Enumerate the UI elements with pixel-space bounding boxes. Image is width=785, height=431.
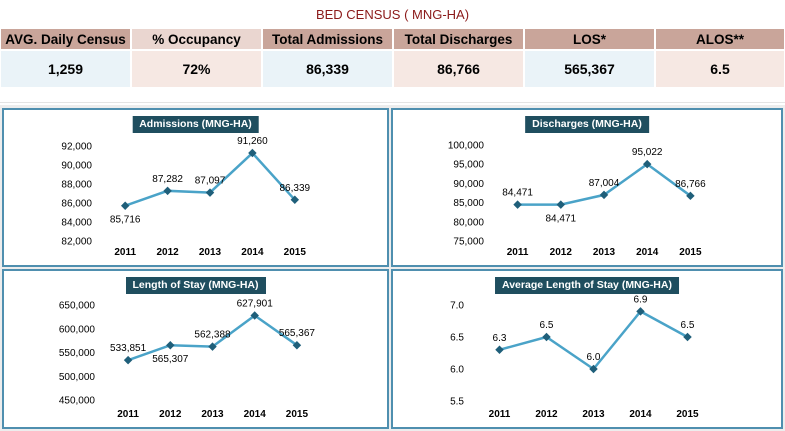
- chart-alos: 5.5 6.0 6.5 7.0 2011 2012 2013 2014 2015 6.3 6.5 6.…: [450, 294, 699, 420]
- y-tick-label: 6.5: [450, 333, 464, 344]
- y-tick-label: 550,000: [59, 348, 96, 359]
- kpi-value-avg-daily-census: 1,259: [0, 50, 131, 88]
- data-point: [290, 195, 300, 205]
- data-point: [292, 340, 302, 350]
- x-tick-label: 2014: [241, 247, 264, 258]
- chart-discharges: 75,000 80,000 85,000 90,000 95,000 100,000 201…: [448, 141, 706, 259]
- kpi-header-total-discharges: Total Discharges: [393, 28, 524, 50]
- chart-panel-alos: Average Length of Stay (MNG-HA) 5.5 6.0 6.…: [391, 269, 783, 429]
- chart-length-of-stay: 450,000 500,000 550,000 600,000 650,000 2011 2…: [59, 298, 316, 420]
- y-tick-label: 500,000: [59, 372, 96, 383]
- x-tick-label: 2011: [507, 247, 529, 258]
- y-tick-label: 88,000: [61, 180, 92, 191]
- y-tick-label: 5.5: [450, 397, 464, 408]
- data-point: [123, 355, 133, 365]
- chart-admissions: 82,000 84,000 86,000 88,000 90,000 92,000 2011…: [61, 136, 311, 258]
- x-tick-label: 2013: [582, 409, 605, 420]
- data-label: 562,388: [194, 330, 231, 341]
- data-label: 87,282: [152, 174, 183, 185]
- x-tick-label: 2011: [489, 409, 511, 420]
- data-label: 95,022: [632, 147, 663, 158]
- kpi-header-total-admissions: Total Admissions: [262, 28, 393, 50]
- y-tick-label: 80,000: [453, 217, 484, 228]
- chart-panel-discharges: Discharges (MNG-HA) 75,000 80,000 85,000 90…: [391, 108, 783, 267]
- x-tick-label: 2015: [679, 247, 702, 258]
- data-label: 627,901: [237, 298, 274, 309]
- chart-title-alos: Average Length of Stay (MNG-HA): [495, 277, 679, 294]
- kpi-value-los: 565,367: [524, 50, 655, 88]
- y-tick-label: 86,000: [61, 199, 92, 210]
- x-tick-label: 2014: [244, 409, 267, 420]
- y-tick-label: 84,000: [61, 218, 92, 229]
- kpi-header-avg-daily-census: AVG. Daily Census: [0, 28, 131, 50]
- y-tick-label: 7.0: [450, 301, 464, 312]
- y-tick-label: 90,000: [453, 179, 484, 190]
- x-tick-label: 2014: [629, 409, 652, 420]
- data-point: [120, 201, 130, 210]
- data-point: [166, 340, 175, 350]
- chart-title-admissions: Admissions (MNG-HA): [132, 116, 259, 133]
- data-point: [556, 200, 566, 209]
- data-label: 87,097: [195, 176, 226, 187]
- data-point: [686, 191, 695, 201]
- y-tick-label: 600,000: [59, 324, 96, 335]
- kpi-spacer-row: [0, 88, 785, 103]
- data-label: 84,471: [546, 214, 577, 225]
- data-label: 84,471: [502, 188, 533, 199]
- x-tick-label: 2012: [159, 409, 182, 420]
- data-point: [513, 200, 522, 209]
- data-label: 6.5: [681, 320, 695, 331]
- data-label: 6.0: [587, 352, 601, 363]
- x-tick-label: 2011: [114, 247, 136, 258]
- x-tick-label: 2015: [284, 247, 307, 258]
- kpi-header-occupancy: % Occupancy: [131, 28, 262, 50]
- chart-title-discharges: Discharges (MNG-HA): [525, 116, 649, 133]
- data-label: 86,766: [675, 179, 706, 190]
- data-label: 6.3: [493, 333, 507, 344]
- x-tick-label: 2013: [199, 247, 222, 258]
- page-title: BED CENSUS ( MNG-HA): [0, 0, 785, 29]
- y-tick-label: 92,000: [61, 142, 92, 153]
- x-tick-label: 2014: [636, 247, 659, 258]
- y-tick-label: 90,000: [61, 161, 92, 172]
- x-tick-label: 2012: [535, 409, 558, 420]
- data-point: [589, 364, 598, 374]
- data-point: [205, 188, 215, 197]
- x-tick-label: 2015: [286, 409, 309, 420]
- data-label: 565,307: [152, 354, 189, 365]
- chart-panel-admissions: Admissions (MNG-HA) 82,000 84,000 86,000 88…: [2, 108, 389, 267]
- data-point: [495, 345, 504, 355]
- data-label: 6.9: [634, 294, 648, 305]
- data-label: 91,260: [237, 136, 268, 147]
- kpi-value-total-admissions: 86,339: [262, 50, 393, 88]
- chart-panel-length-of-stay: Length of Stay (MNG-HA) 450,000 500,000 55…: [2, 269, 389, 429]
- x-tick-label: 2012: [156, 247, 179, 258]
- y-tick-label: 450,000: [59, 396, 96, 407]
- y-tick-label: 82,000: [61, 237, 92, 248]
- data-label: 6.5: [540, 320, 554, 331]
- chart-title-length-of-stay: Length of Stay (MNG-HA): [125, 277, 266, 294]
- y-tick-label: 100,000: [448, 141, 485, 152]
- data-label: 565,367: [279, 328, 316, 339]
- x-tick-label: 2013: [201, 409, 224, 420]
- x-tick-label: 2015: [676, 409, 699, 420]
- y-tick-label: 6.0: [450, 365, 464, 376]
- kpi-header-alos: ALOS**: [655, 28, 785, 50]
- x-tick-label: 2011: [117, 409, 139, 420]
- y-tick-label: 95,000: [453, 160, 484, 171]
- y-tick-label: 75,000: [453, 237, 484, 248]
- kpi-value-total-discharges: 86,766: [393, 50, 524, 88]
- y-tick-label: 650,000: [59, 301, 96, 312]
- y-tick-label: 85,000: [453, 198, 484, 209]
- x-tick-label: 2012: [550, 247, 573, 258]
- data-label: 86,339: [280, 183, 311, 194]
- data-label: 87,004: [589, 178, 620, 189]
- data-label: 85,716: [110, 215, 141, 226]
- kpi-header-los: LOS*: [524, 28, 655, 50]
- data-label: 533,851: [110, 343, 147, 354]
- kpi-value-occupancy: 72%: [131, 50, 262, 88]
- data-point: [163, 186, 172, 196]
- x-tick-label: 2013: [593, 247, 616, 258]
- kpi-value-alos: 6.5: [655, 50, 785, 88]
